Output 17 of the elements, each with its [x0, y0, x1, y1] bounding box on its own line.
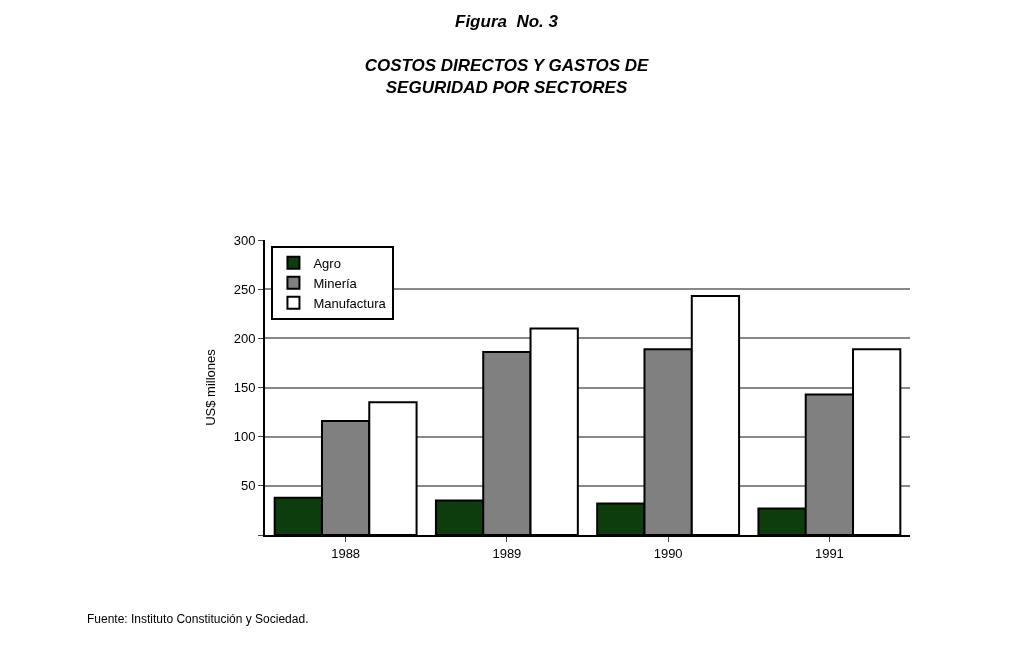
y-tick-label: 150 [233, 380, 256, 396]
source-note: Fuente: Instituto Constitución y Sociedad. [87, 612, 309, 626]
chart-subtitle: COSTOS DIRECTOS Y GASTOS DE SEGURIDAD POR SECTORES [364, 55, 650, 97]
chart-title: Figura No. 3 [455, 11, 559, 31]
x-tick-label: 1989 [492, 545, 522, 561]
x-tick-label: 1988 [331, 545, 361, 561]
x-tick-label: 1991 [814, 545, 844, 561]
legend-label: Minería [313, 275, 358, 291]
x-tick-label: 1990 [653, 545, 683, 561]
y-axis-title: US$ millones [203, 348, 219, 426]
legend-label: Agro [313, 255, 341, 271]
legend-label: Manufactura [313, 295, 387, 311]
y-tick-label: 300 [233, 232, 256, 248]
y-tick-label: 100 [233, 429, 256, 445]
y-tick-label: 250 [233, 281, 256, 297]
y-tick-label: 50 [240, 478, 256, 494]
y-tick-label: 200 [233, 330, 256, 346]
